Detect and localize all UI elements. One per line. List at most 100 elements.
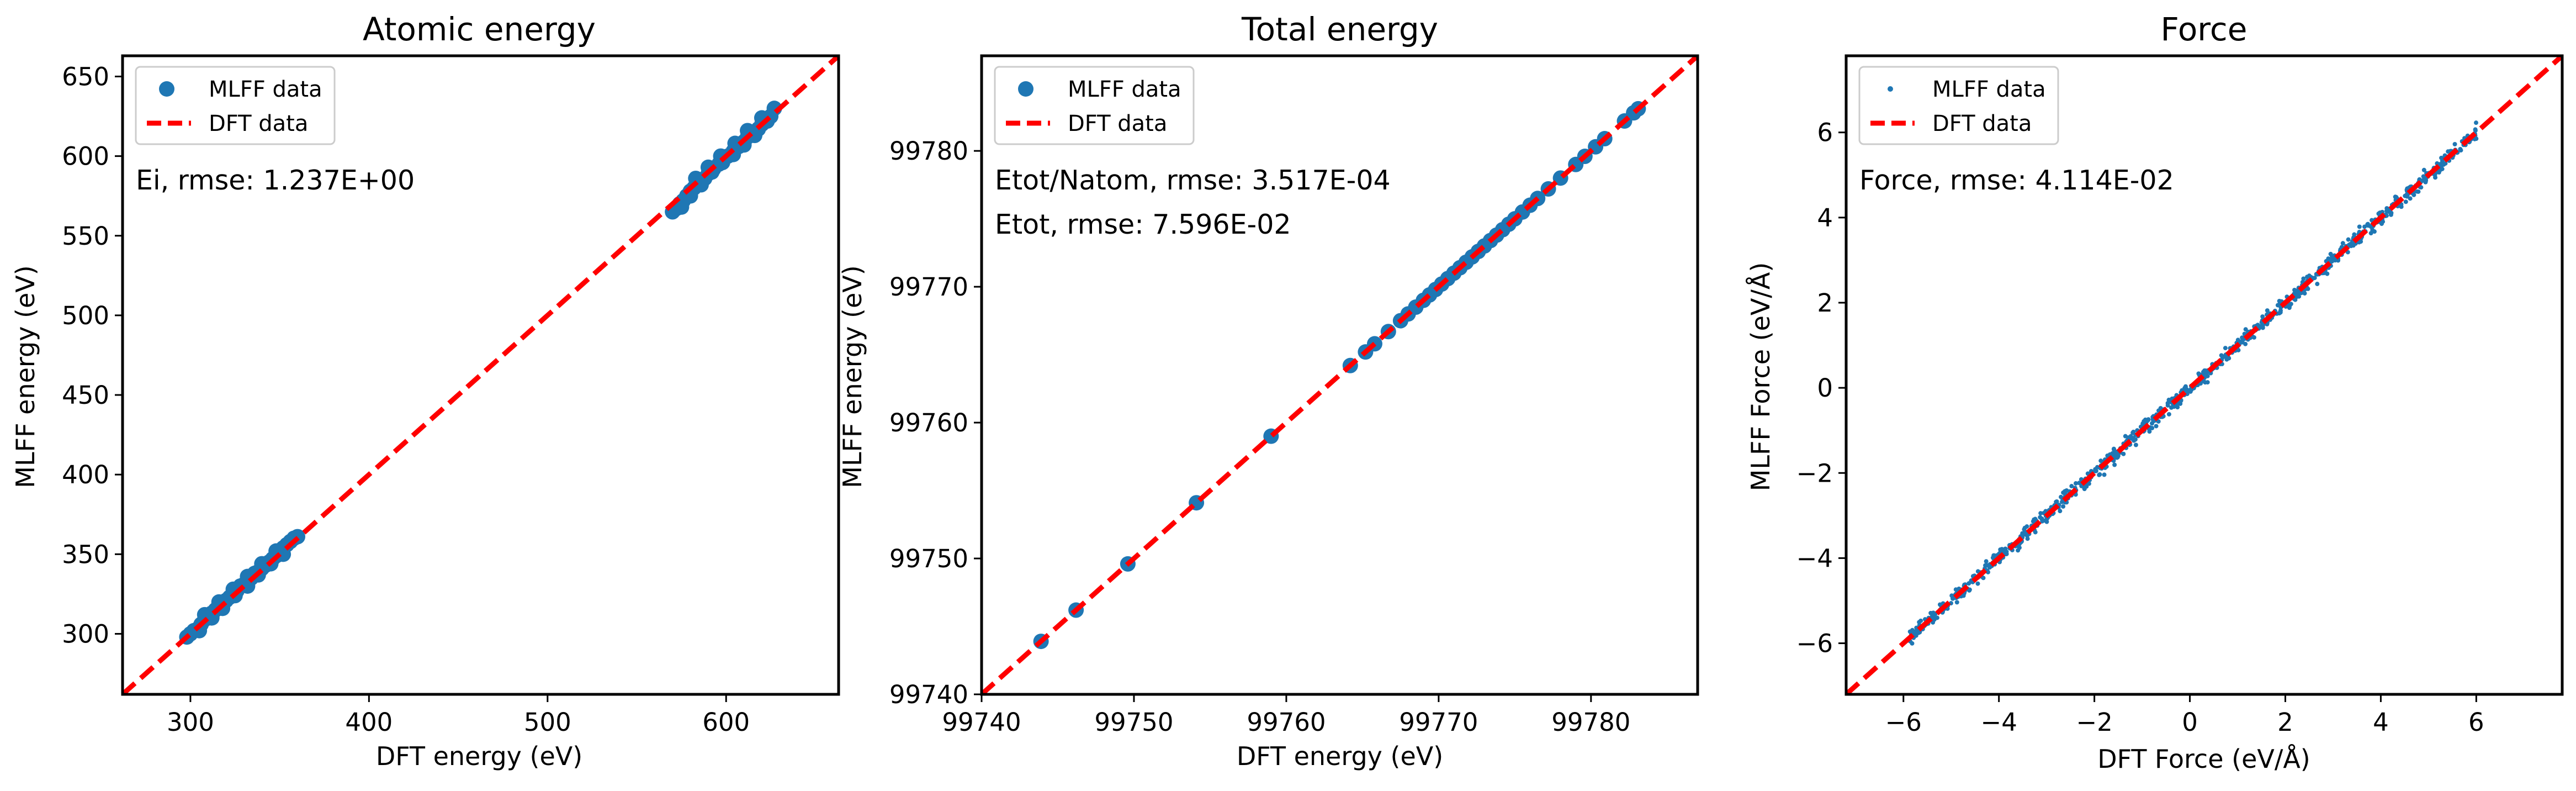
data-point	[2112, 462, 2117, 467]
data-point	[2340, 241, 2345, 246]
x-tick-label: 6	[2468, 708, 2484, 737]
data-point	[2368, 231, 2373, 236]
data-point	[2097, 472, 2102, 477]
x-axis-label: DFT Force (eV/Å)	[2097, 744, 2310, 774]
legend-box	[135, 66, 336, 145]
x-ticks: −6 −4 −2 0 2 4 6	[1885, 694, 2484, 737]
data-point	[2372, 229, 2377, 234]
data-point	[2240, 340, 2245, 345]
data-point	[2305, 286, 2310, 291]
data-point	[2074, 481, 2079, 486]
data-point	[2376, 211, 2381, 216]
data-point	[2147, 429, 2152, 434]
data-point	[1916, 630, 1921, 635]
dft-reference-line	[1846, 56, 2562, 694]
axes-frame	[1844, 54, 2564, 696]
data-point	[2380, 209, 2385, 214]
data-point	[2302, 291, 2307, 296]
rmse-annotation: Force, rmse: 4.114E-02	[1859, 165, 2174, 196]
data-point	[2386, 209, 2391, 214]
data-point	[2307, 273, 2312, 278]
data-point	[2133, 442, 2138, 447]
data-point	[688, 170, 704, 186]
legend-box	[1858, 66, 2059, 145]
data-point	[2384, 206, 2389, 211]
data-point	[2278, 308, 2283, 313]
legend-mlff-label: MLFF data	[209, 77, 322, 102]
x-tick-label: −2	[2076, 708, 2112, 737]
legend-dft-label: DFT data	[1068, 111, 1167, 136]
y-tick-label: 4	[1817, 203, 1833, 233]
data-point	[2130, 430, 2135, 435]
data-point	[2227, 356, 2232, 361]
rmse-annotation: Ei, rmse: 1.237E+00	[136, 165, 415, 196]
data-point	[2421, 174, 2426, 179]
x-tick-label: 600	[702, 708, 750, 737]
y-tick-label: 500	[62, 301, 109, 330]
y-tick-label: 99750	[889, 544, 968, 573]
data-point	[2061, 504, 2066, 509]
dft-reference-line	[123, 56, 839, 694]
data-point	[2260, 325, 2265, 330]
data-point	[1954, 600, 1959, 605]
data-point	[2473, 128, 2478, 133]
data-point	[2260, 314, 2265, 319]
data-point	[2297, 294, 2302, 299]
x-tick-label: 2	[2277, 708, 2293, 737]
panel-atomic-energy: Atomic energy DFT energy (eV) MLFF energ…	[10, 10, 840, 771]
axes-frame	[121, 54, 840, 696]
data-point	[2054, 499, 2059, 504]
data-point	[2133, 437, 2138, 442]
data-point	[2115, 455, 2120, 460]
data-point	[2366, 222, 2371, 226]
data-point	[2441, 162, 2446, 167]
data-point	[1914, 625, 1919, 630]
data-point	[2236, 347, 2241, 352]
legend-box	[994, 66, 1195, 145]
data-point	[2346, 237, 2351, 242]
data-point	[727, 135, 743, 151]
data-point	[1961, 593, 1966, 598]
data-point	[2458, 148, 2463, 153]
panel-title: Total energy	[1241, 10, 1438, 48]
y-axis-label: MLFF energy (eV)	[10, 265, 40, 488]
legend: MLFF data DFT data	[994, 66, 1195, 145]
legend-mlff-marker	[1018, 81, 1033, 97]
data-point	[2093, 467, 2098, 472]
panel-title: Atomic energy	[363, 10, 596, 48]
data-point	[197, 607, 213, 623]
y-tick-label: −2	[1796, 458, 1833, 488]
x-axis-label: DFT energy (eV)	[1237, 741, 1443, 771]
y-tick-label: −4	[1796, 544, 1833, 573]
data-point	[2040, 519, 2045, 524]
data-point	[1975, 581, 1980, 586]
data-point	[2205, 380, 2210, 385]
data-point	[1984, 559, 1989, 564]
y-axis-label: MLFF Force (eV/Å)	[1746, 262, 1775, 492]
data-point	[2315, 282, 2320, 287]
panel-total-energy: Total energy DFT energy (eV) MLFF energy…	[838, 10, 1699, 771]
data-point	[2452, 142, 2457, 147]
data-point	[2353, 241, 2358, 246]
data-point	[674, 199, 690, 215]
legend-dft-label: DFT data	[1932, 111, 2032, 136]
y-tick-label: 99760	[889, 408, 968, 437]
y-tick-label: 0	[1817, 373, 1833, 403]
data-point	[2182, 386, 2187, 391]
data-point	[2219, 353, 2224, 358]
data-point	[2202, 369, 2207, 374]
rmse-annotation-total: Etot, rmse: 7.596E-02	[995, 209, 1291, 240]
y-ticks: 300 350 400 450 500 550 600 650	[62, 62, 123, 648]
data-point	[1991, 553, 1996, 558]
data-point	[2166, 397, 2171, 402]
data-point	[2421, 167, 2426, 172]
data-point	[1967, 581, 1971, 586]
data-point	[2169, 405, 2174, 410]
legend-mlff-marker	[159, 81, 174, 97]
plot-area	[982, 56, 1698, 694]
legend-dft-label: DFT data	[209, 111, 308, 136]
y-tick-label: 6	[1817, 118, 1833, 147]
x-tick-label: 99750	[1094, 708, 1173, 737]
x-tick-label: −6	[1885, 708, 1922, 737]
